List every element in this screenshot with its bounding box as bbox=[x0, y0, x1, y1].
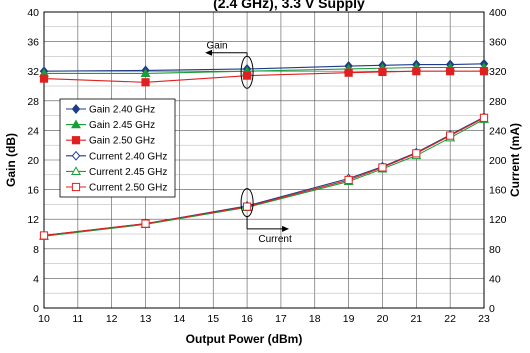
x-tick-label: 18 bbox=[309, 313, 321, 325]
data-point bbox=[378, 163, 387, 172]
legend-label: Current 2.50 GHz bbox=[89, 183, 167, 194]
x-tick-label: 17 bbox=[275, 313, 287, 325]
series-1 bbox=[39, 62, 489, 78]
y-tick-label: 28 bbox=[27, 96, 39, 108]
data-point bbox=[446, 67, 455, 76]
legend-label: Current 2.40 GHz bbox=[89, 151, 167, 162]
data-point bbox=[412, 149, 421, 158]
legend-marker bbox=[71, 104, 81, 114]
x-tick-label: 21 bbox=[410, 313, 422, 325]
x-tick-label: 14 bbox=[174, 313, 186, 325]
legend-label: Current 2.45 GHz bbox=[89, 167, 167, 178]
gain-annotation-label: Gain bbox=[207, 41, 228, 52]
data-point bbox=[39, 74, 49, 83]
series-5 bbox=[39, 113, 489, 240]
y-tick-label: 36 bbox=[27, 37, 39, 49]
data-point bbox=[39, 231, 49, 240]
y-tick-label: 20 bbox=[27, 155, 39, 167]
y2-tick-label: 320 bbox=[489, 66, 507, 78]
y2-tick-label: 360 bbox=[489, 37, 507, 49]
y-axis-label: Gain (dB) bbox=[4, 133, 18, 187]
series-line bbox=[44, 66, 484, 74]
current-arrowhead bbox=[282, 225, 290, 232]
y2-tick-label: 80 bbox=[489, 244, 501, 256]
x-tick-label: 19 bbox=[343, 313, 355, 325]
x-tick-label: 13 bbox=[140, 313, 152, 325]
legend-marker bbox=[71, 150, 81, 161]
x-tick-label: 12 bbox=[106, 313, 118, 325]
data-point bbox=[242, 71, 252, 80]
y-tick-label: 24 bbox=[27, 125, 39, 137]
legend-item-0: Gain 2.40 GHz bbox=[66, 104, 155, 116]
series-line bbox=[43, 70, 484, 83]
data-point bbox=[242, 202, 252, 211]
y-tick-label: 32 bbox=[27, 66, 39, 78]
series-2 bbox=[39, 67, 489, 87]
y-tick-label: 16 bbox=[27, 185, 39, 197]
y2-tick-label: 160 bbox=[489, 185, 507, 197]
legend-box bbox=[59, 98, 176, 198]
legend-item-3: Current 2.40 GHz bbox=[66, 150, 167, 162]
data-point bbox=[412, 67, 421, 76]
legend-item-2: Gain 2.50 GHz bbox=[66, 136, 155, 147]
y2-axis-label: Current (mA) bbox=[508, 123, 522, 197]
y-tick-labels: 0 4 8 12 16 20 24 28 32 36 40 bbox=[27, 7, 39, 315]
current-annotation-label: Current bbox=[258, 234, 292, 245]
x-tick-label: 10 bbox=[38, 313, 50, 325]
y2-tick-label: 200 bbox=[489, 155, 507, 167]
y2-tick-label: 120 bbox=[489, 214, 507, 226]
data-point bbox=[479, 113, 489, 122]
legend-label: Gain 2.50 GHz bbox=[89, 136, 155, 147]
data-point bbox=[140, 68, 151, 78]
x-tick-label: 22 bbox=[444, 313, 456, 325]
legend-marker bbox=[71, 182, 81, 192]
x-tick-label: 15 bbox=[207, 313, 219, 325]
legend-item-1: Gain 2.45 GHz bbox=[66, 119, 155, 131]
data-point bbox=[141, 78, 150, 87]
legend-marker bbox=[71, 136, 81, 145]
series-line bbox=[43, 117, 485, 237]
series-line bbox=[43, 63, 485, 72]
data-point bbox=[141, 219, 150, 228]
x-tick-label: 23 bbox=[478, 313, 490, 325]
x-tick-labels: 10 11 12 13 14 15 16 17 18 19 20 21 22 23 bbox=[38, 313, 490, 325]
chart-title: (2.4 GHz), 3.3 V Supply bbox=[213, 0, 365, 11]
legend-marker bbox=[71, 119, 81, 129]
y2-tick-label: 0 bbox=[489, 303, 495, 315]
data-point bbox=[479, 67, 489, 76]
legend-label: Gain 2.40 GHz bbox=[89, 105, 155, 116]
y2-tick-label: 240 bbox=[489, 125, 507, 137]
legend-item-4: Current 2.45 GHz bbox=[66, 166, 167, 178]
legend-item-5: Current 2.50 GHz bbox=[66, 183, 167, 194]
series-line bbox=[43, 118, 485, 237]
x-tick-label: 11 bbox=[72, 313, 83, 325]
y2-tick-label: 40 bbox=[489, 273, 501, 285]
data-point bbox=[446, 131, 455, 140]
plot-border bbox=[43, 11, 485, 309]
x-tick-label: 20 bbox=[377, 313, 389, 325]
y-tick-label: 4 bbox=[33, 273, 39, 285]
x-tick-label: 16 bbox=[241, 313, 253, 325]
legend: Gain 2.40 GHz Gain 2.45 GHz Gain 2.50 GHz C… bbox=[59, 98, 176, 198]
y2-tick-label: 400 bbox=[489, 7, 507, 19]
y-tick-label: 0 bbox=[33, 303, 39, 315]
x-axis-label: Output Power (dBm) bbox=[186, 332, 303, 346]
y2-tick-label: 280 bbox=[489, 96, 507, 108]
data-point bbox=[378, 67, 387, 77]
legend-marker bbox=[71, 166, 81, 175]
data-point bbox=[344, 68, 353, 77]
y-tick-label: 8 bbox=[33, 244, 39, 256]
y-tick-label: 12 bbox=[27, 214, 39, 226]
y2-tick-labels: 0 40 80 120 160 200 240 280 320 360 400 bbox=[489, 7, 507, 315]
y-tick-label: 40 bbox=[27, 7, 39, 19]
annotations: Gain Current bbox=[205, 41, 292, 245]
legend-label: Gain 2.45 GHz bbox=[89, 120, 155, 131]
series-layer bbox=[39, 58, 489, 241]
data-point bbox=[344, 175, 353, 185]
gain-arrowhead bbox=[205, 49, 213, 56]
